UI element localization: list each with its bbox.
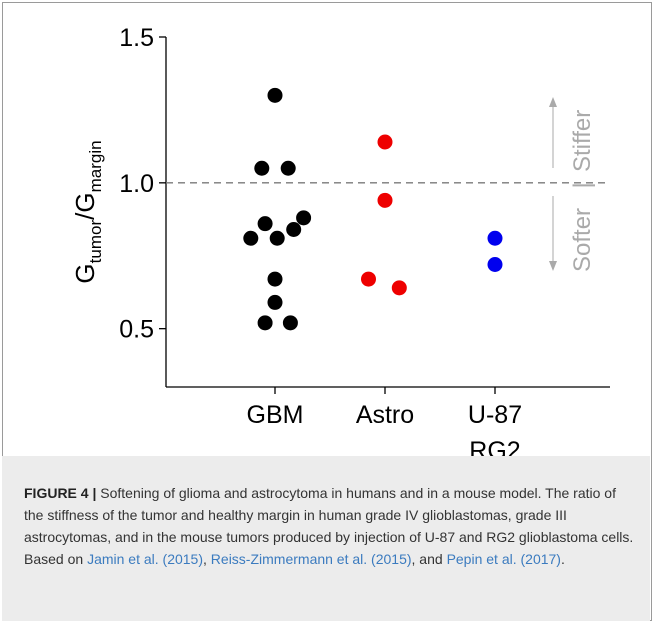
data-point bbox=[280, 160, 296, 176]
softer-arrow-head bbox=[549, 261, 557, 271]
caption-label: FIGURE 4 | bbox=[24, 485, 97, 501]
data-point bbox=[361, 271, 376, 287]
stiffer-arrow-head bbox=[549, 97, 557, 107]
y-tick-label: 1.0 bbox=[119, 170, 154, 198]
softer-label: Softer bbox=[569, 208, 596, 272]
ylabel-sub-margin: margin bbox=[86, 140, 105, 192]
caption-ref-reiss[interactable]: Reiss-Zimmermann et al. (2015) bbox=[210, 551, 412, 567]
x-ticks: GBM Astro U-87 RG2 bbox=[247, 387, 522, 460]
data-point bbox=[282, 315, 298, 331]
scatter-chart: 0.5 1.0 1.5 GBM Astro U-87 RG2 Gtumor/Gmargin… bbox=[70, 24, 610, 460]
svg-text:Gtumor/Gmargin: Gtumor/Gmargin bbox=[70, 140, 105, 283]
stiffer-label: Stiffer bbox=[569, 110, 596, 172]
ylabel-g: G bbox=[70, 263, 100, 283]
y-axis-label: Gtumor/Gmargin bbox=[70, 140, 105, 283]
data-point bbox=[257, 315, 273, 331]
data-point bbox=[269, 230, 285, 246]
caption-end: . bbox=[560, 551, 565, 567]
data-point bbox=[286, 222, 302, 237]
caption-sep-2: , and bbox=[411, 551, 443, 567]
data-point bbox=[267, 87, 283, 103]
y-ticks: 0.5 1.0 1.5 bbox=[119, 24, 166, 344]
caption-background bbox=[2, 456, 650, 621]
data-point bbox=[254, 160, 270, 176]
svg-text:Softer | Stiffer: Softer | Stiffer bbox=[569, 110, 596, 272]
data-point bbox=[377, 192, 393, 208]
data-point bbox=[243, 230, 259, 246]
stiffness-annotation: Softer | Stiffer bbox=[549, 97, 596, 272]
axes bbox=[165, 37, 610, 388]
caption-sep-1: , bbox=[203, 551, 207, 567]
caption-ref-jamin[interactable]: Jamin et al. (2015) bbox=[87, 551, 204, 567]
x-tick-label: U-87 bbox=[468, 401, 522, 429]
ylabel-sub-tumor: tumor bbox=[86, 220, 105, 264]
data-point bbox=[487, 230, 503, 246]
ylabel-slash-g: /G bbox=[70, 192, 100, 219]
figure-caption: FIGURE 4 | Softening of glioma and astro… bbox=[24, 482, 634, 570]
y-tick-label: 1.5 bbox=[119, 24, 154, 52]
data-point bbox=[391, 280, 407, 296]
data-points bbox=[243, 87, 503, 331]
annotation-separator: | bbox=[569, 182, 596, 188]
caption-ref-pepin[interactable]: Pepin et al. (2017) bbox=[446, 551, 561, 567]
data-point bbox=[377, 134, 393, 150]
caption-text: Softening of glioma and astrocytoma in h… bbox=[24, 485, 634, 567]
data-point bbox=[296, 210, 312, 226]
data-point bbox=[257, 216, 273, 232]
y-tick-label: 0.5 bbox=[119, 316, 154, 344]
x-tick-label: RG2 bbox=[469, 437, 520, 460]
x-tick-label: Astro bbox=[356, 401, 414, 429]
data-point bbox=[487, 257, 503, 272]
x-tick-label: GBM bbox=[247, 401, 304, 429]
data-point bbox=[267, 271, 283, 287]
data-point bbox=[267, 294, 283, 310]
